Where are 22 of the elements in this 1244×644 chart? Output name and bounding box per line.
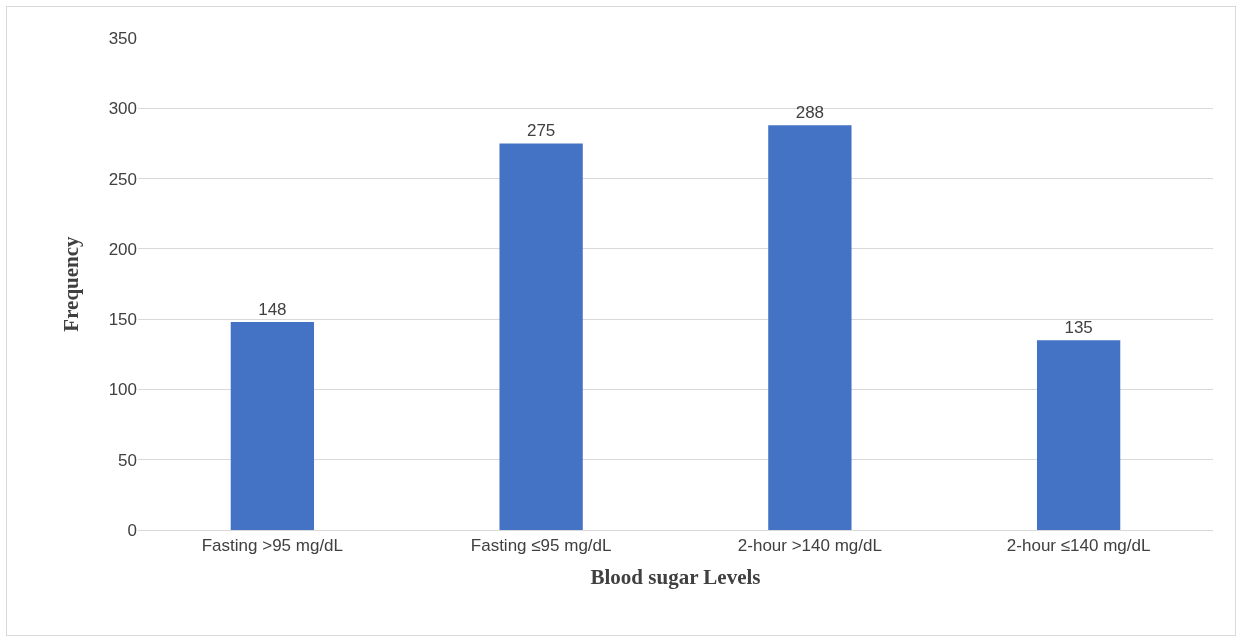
data-label: 288 bbox=[795, 103, 825, 123]
data-label: 275 bbox=[526, 121, 556, 141]
y-tick-label: 150 bbox=[108, 310, 137, 330]
bar bbox=[1036, 340, 1121, 530]
y-axis-title: Frequency bbox=[58, 235, 83, 332]
y-tick-label: 300 bbox=[108, 99, 137, 119]
y-tick-label: 0 bbox=[127, 520, 137, 540]
y-tick-label: 350 bbox=[108, 28, 137, 48]
y-tick-label: 100 bbox=[108, 380, 137, 400]
x-tick-label: Fasting >95 mg/dL bbox=[201, 536, 344, 556]
x-axis-title: Blood sugar Levels bbox=[590, 564, 761, 589]
y-tick-label: 250 bbox=[108, 169, 137, 189]
bar bbox=[499, 143, 583, 530]
y-tick-label: 50 bbox=[118, 450, 137, 470]
bar bbox=[230, 321, 315, 530]
y-tick-label: 200 bbox=[108, 239, 137, 259]
x-tick-label: 2-hour >140 mg/dL bbox=[737, 536, 882, 556]
bar bbox=[768, 125, 852, 530]
data-label: 135 bbox=[1064, 318, 1093, 338]
data-label: 148 bbox=[258, 299, 287, 319]
x-tick-label: Fasting ≤95 mg/dL bbox=[470, 536, 612, 556]
x-tick-label: 2-hour ≤140 mg/dL bbox=[1006, 536, 1151, 556]
